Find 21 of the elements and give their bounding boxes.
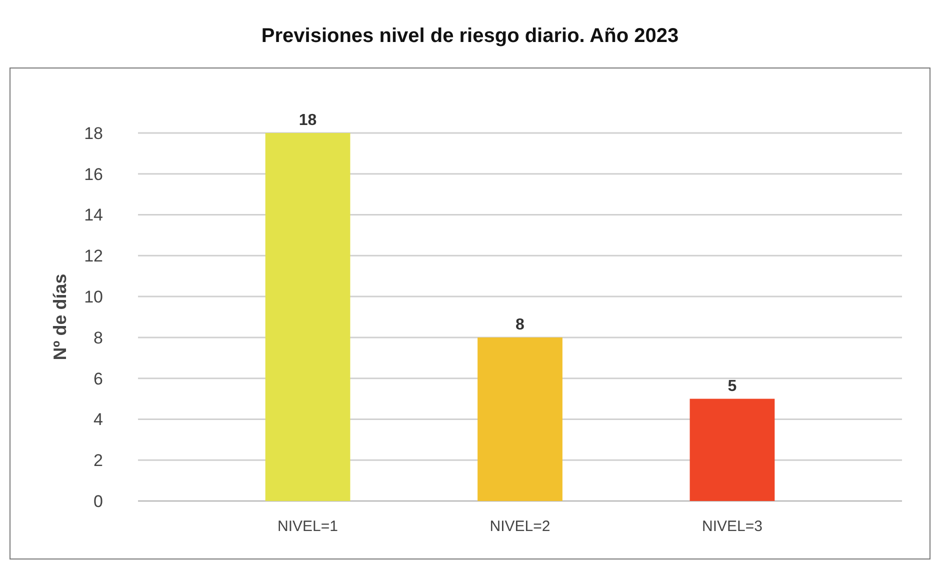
y-tick-label: 6 <box>94 369 103 388</box>
x-tick-label: NIVEL=3 <box>702 518 762 535</box>
y-axis-title: Nº de días <box>50 274 70 360</box>
bar <box>265 133 350 501</box>
y-tick-label: 10 <box>84 288 103 307</box>
y-tick-label: 0 <box>94 492 103 511</box>
y-tick-label: 14 <box>84 206 103 225</box>
y-tick-label: 8 <box>94 328 103 348</box>
data-label: 18 <box>298 112 317 129</box>
data-label: 8 <box>516 316 525 334</box>
chart-title: Previsiones nivel de riesgo diario. Año 2023 <box>261 25 679 47</box>
bar <box>478 337 562 501</box>
bar <box>690 398 775 501</box>
data-label: 5 <box>728 378 737 395</box>
y-tick-label: 16 <box>84 164 103 184</box>
y-tick-label: 18 <box>84 124 103 143</box>
y-tick-label: 2 <box>94 451 103 470</box>
y-tick-label: 4 <box>94 410 103 430</box>
x-tick-label: NIVEL=2 <box>490 518 550 535</box>
x-tick-label: NIVEL=1 <box>278 518 338 535</box>
y-tick-label: 12 <box>84 246 103 266</box>
